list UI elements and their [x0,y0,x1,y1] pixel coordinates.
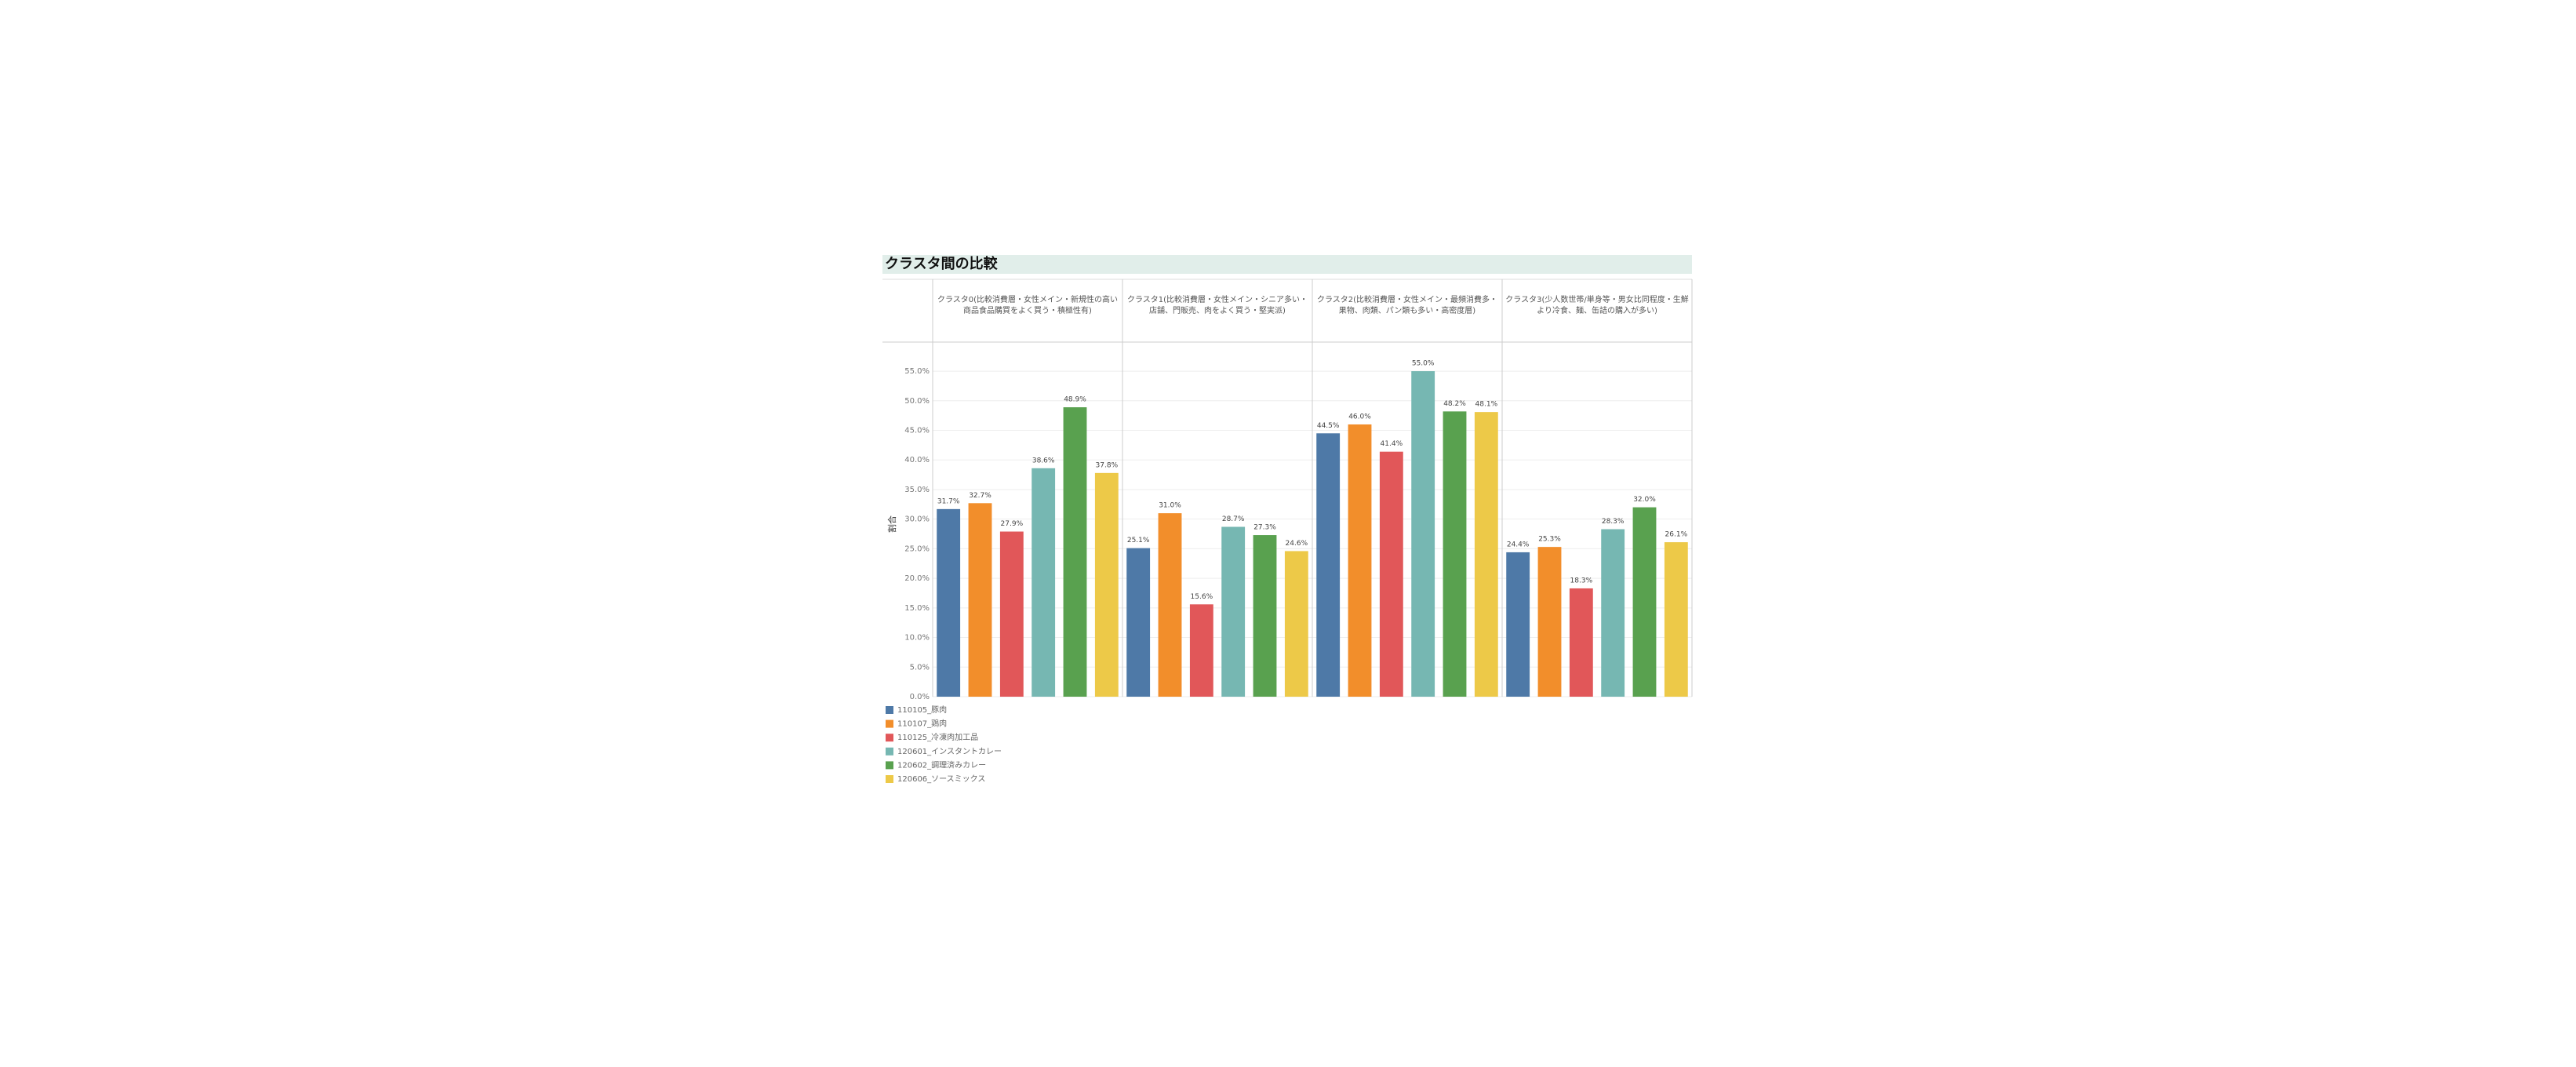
legend-swatch [886,706,893,714]
y-tick-label: 45.0% [904,427,930,435]
y-axis-label: 割合 [886,515,897,533]
legend-swatch [886,734,893,742]
bar [1126,548,1151,697]
bar [1284,551,1308,697]
value-label: 28.7% [1222,515,1245,523]
panel-header: クラスタ3(少人数世帯/単身等・男女比同程度・生鮮より冷食、麺、缶詰の購入が多い… [1505,296,1689,315]
bar [1348,424,1372,697]
bar [999,531,1024,697]
panel-header: クラスタ1(比較消費層・女性メイン・シニア多い・店舗、門販売、肉をよく買う・堅実… [1126,296,1308,315]
value-label: 32.0% [1633,496,1656,504]
value-label: 48.2% [1443,400,1466,408]
legend-swatch [886,761,893,770]
value-label: 55.0% [1412,360,1435,368]
value-label: 25.3% [1538,536,1561,544]
y-tick-label: 10.0% [904,634,930,643]
legend-label: 120602_調理済みカレー [897,759,986,770]
bar [1569,588,1593,697]
y-tick-label: 15.0% [904,604,930,613]
bar [1537,547,1562,697]
value-label: 31.7% [937,497,960,505]
bar [1094,472,1119,697]
legend-label: 120601_インスタントカレー [897,747,1002,756]
value-label: 24.4% [1507,541,1530,548]
y-tick-label: 0.0% [910,693,930,701]
value-label: 48.9% [1064,396,1086,404]
bar [968,503,992,697]
bar [1506,552,1530,697]
value-label: 48.1% [1475,401,1498,409]
bar [1253,535,1277,697]
legend-label: 110105_豚肉 [897,705,947,715]
legend-swatch [886,775,893,783]
bar [1443,411,1467,697]
bar [1379,451,1403,697]
value-label: 46.0% [1348,413,1371,421]
value-label: 28.3% [1602,518,1625,526]
y-tick-label: 30.0% [904,515,930,524]
legend-label: 120606_ソースミックス [897,774,985,784]
value-label: 31.0% [1159,502,1181,510]
value-label: 27.3% [1253,524,1276,532]
value-label: 15.6% [1191,593,1213,601]
value-label: 27.9% [1001,520,1024,528]
legend-label: 110125_冷凍肉加工品 [897,732,978,742]
bar [1316,433,1341,697]
chart-title: クラスタ間の比較 [885,255,999,272]
value-label: 26.1% [1665,531,1688,539]
bar [937,508,961,697]
value-label: 18.3% [1570,577,1593,584]
value-label: 41.4% [1381,440,1403,448]
bar [1221,526,1246,697]
panel-header: クラスタ0(比較消費層・女性メイン・新規性の高い商品食品購買をよく買う・積極性有… [937,296,1119,315]
bar [1632,507,1657,697]
bar [1031,468,1056,697]
value-label: 38.6% [1032,457,1055,464]
y-tick-label: 40.0% [904,456,930,464]
bar [1063,407,1087,697]
legend-swatch [886,719,893,728]
panel-header: クラスタ2(比較消費層・女性メイン・最頻消費多・果物、肉類、パン類も多い・高密度… [1316,296,1498,315]
value-label: 37.8% [1096,461,1119,469]
bar [1601,529,1625,697]
y-tick-label: 5.0% [910,663,930,672]
value-label: 44.5% [1317,422,1340,430]
y-tick-label: 50.0% [904,397,930,406]
y-tick-label: 35.0% [904,486,930,494]
y-tick-label: 55.0% [904,367,930,376]
bar [1474,412,1498,697]
legend-swatch [886,747,893,756]
bar [1411,371,1435,697]
title-bar [882,255,1692,274]
value-label: 25.1% [1127,537,1150,544]
y-tick-label: 20.0% [904,574,930,583]
bar [1189,604,1213,697]
bar [1664,542,1688,697]
value-label: 32.7% [969,492,991,500]
value-label: 24.6% [1286,540,1308,548]
legend-label: 110107_鶏肉 [897,719,947,729]
y-tick-label: 25.0% [904,544,930,553]
bar [1158,513,1182,697]
